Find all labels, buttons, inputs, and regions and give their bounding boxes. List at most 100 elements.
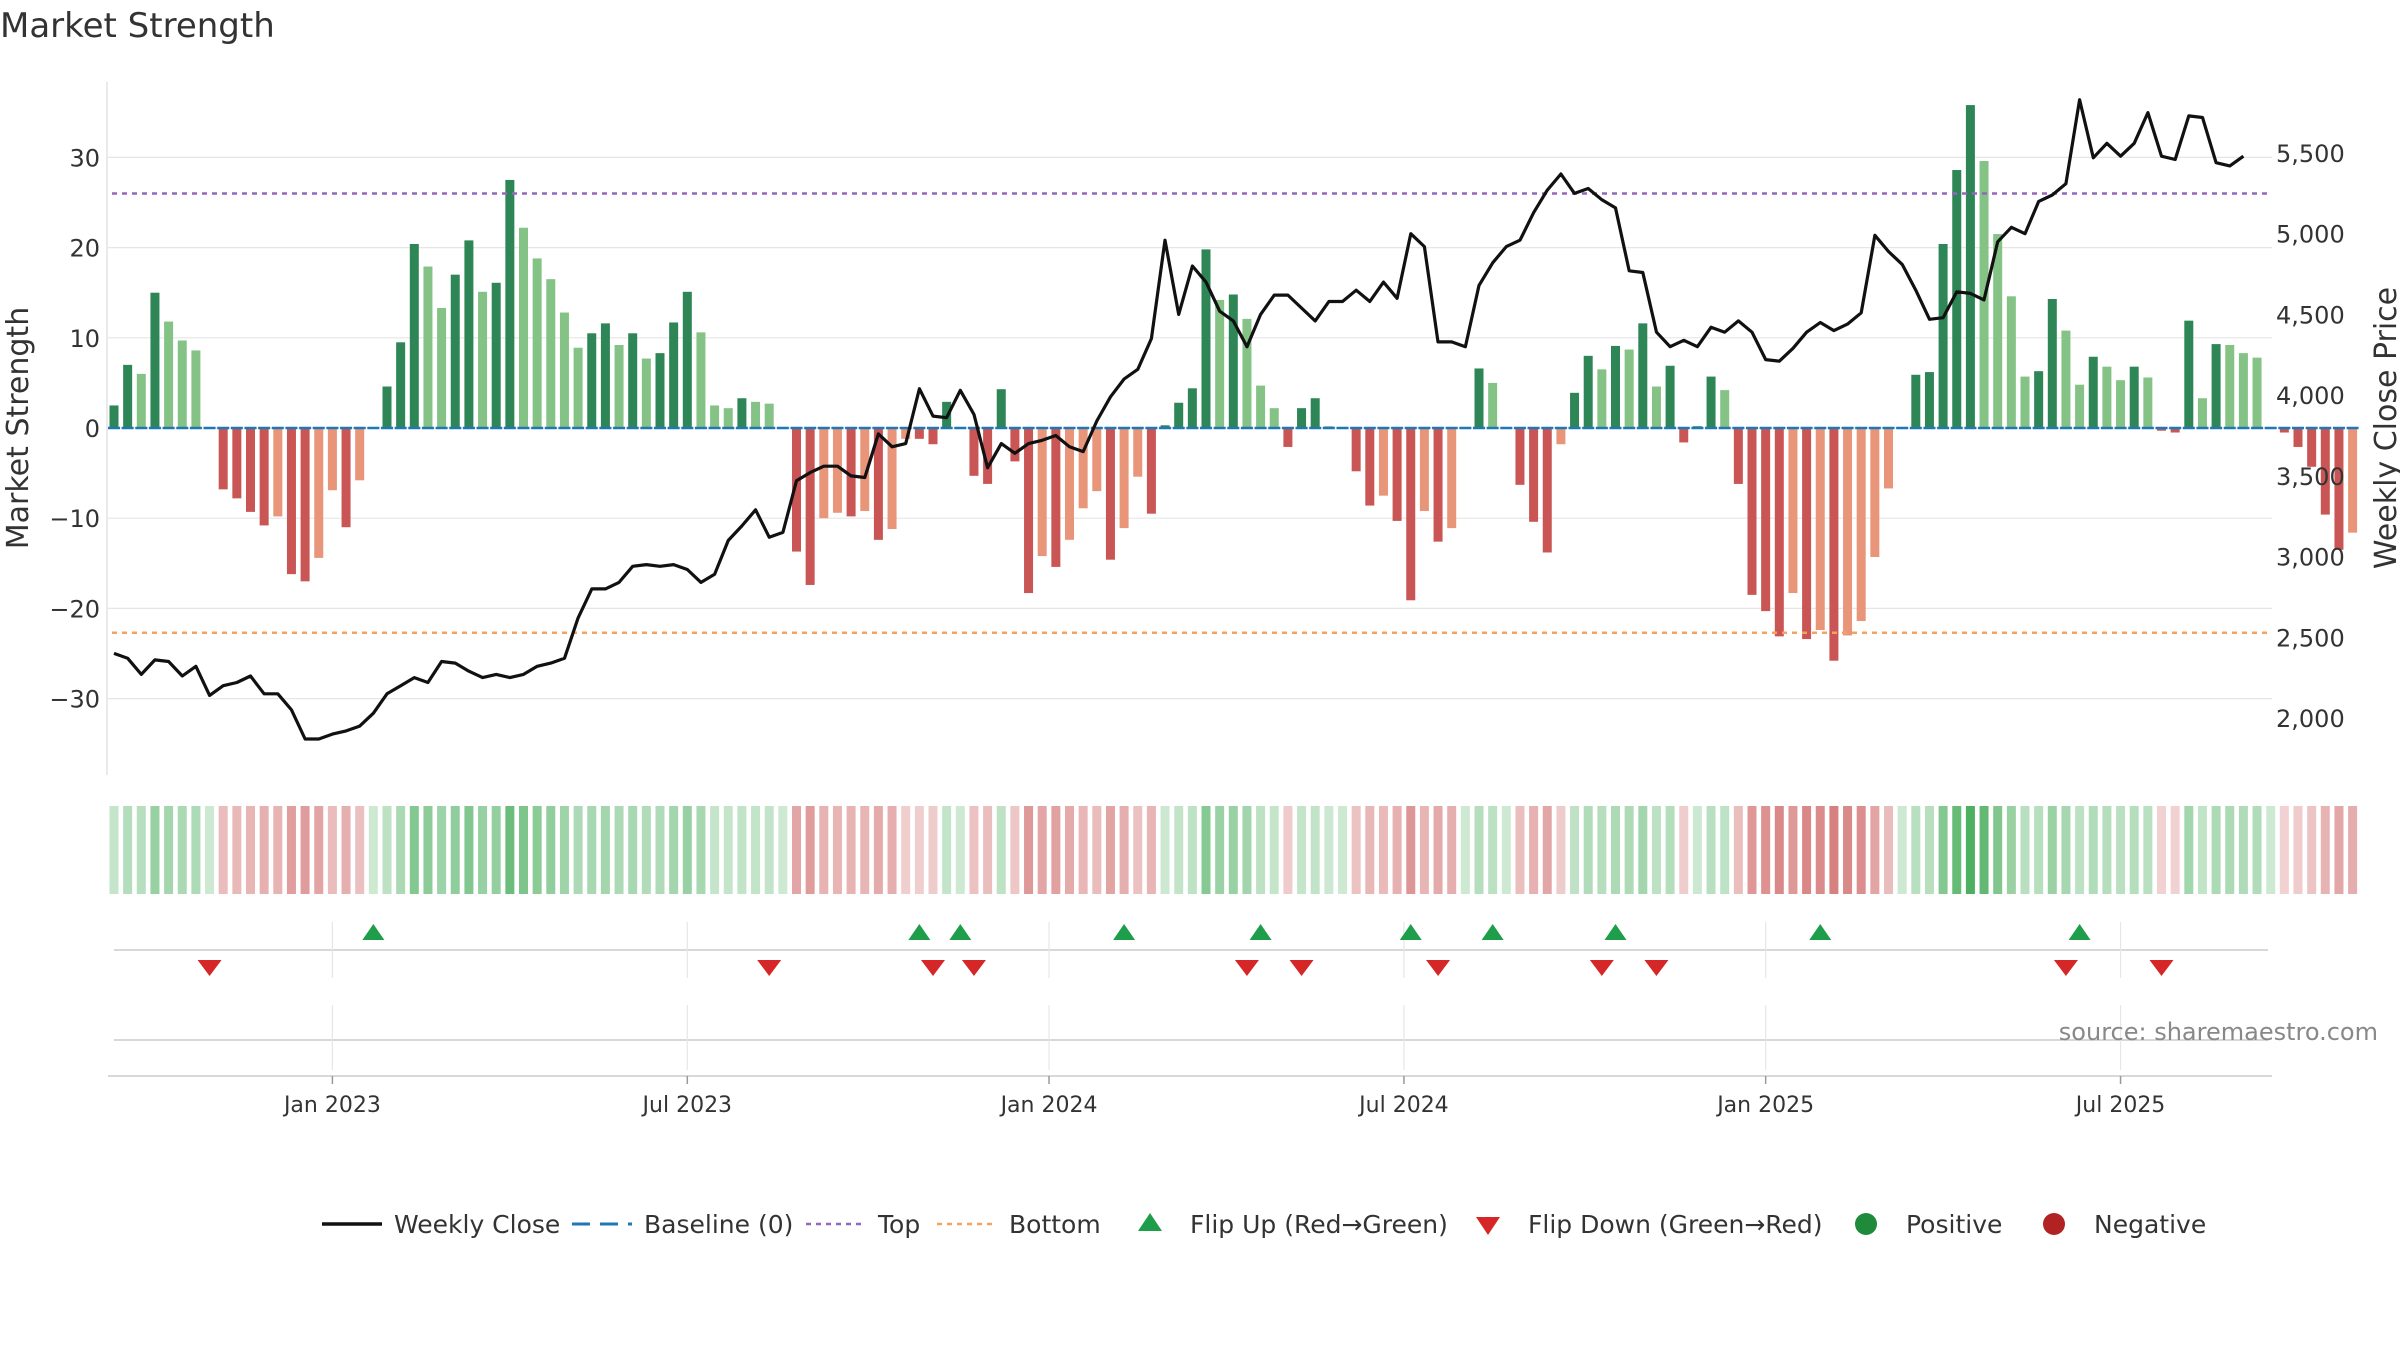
heat-cell xyxy=(1679,806,1689,894)
strength-bar xyxy=(1351,428,1361,472)
x-axis: Jan 2023 Jul 2023 Jan 2024 Jul 2024 Jan 2025… xyxy=(108,1075,2272,1118)
strength-bar xyxy=(1092,428,1102,492)
heat-cell xyxy=(2088,806,2098,894)
strength-bar xyxy=(655,353,665,428)
strength-bar xyxy=(1720,390,1730,428)
heat-cell xyxy=(232,806,242,894)
heat-cell xyxy=(1611,806,1620,894)
heat-cell xyxy=(1365,806,1375,894)
strength-bar xyxy=(1187,388,1197,428)
heat-cell xyxy=(1201,806,1211,894)
heat-cell xyxy=(1269,806,1279,894)
strength-bar xyxy=(1556,428,1566,445)
strength-bar xyxy=(2238,353,2248,428)
y-tick-label: 30 xyxy=(69,144,100,172)
heat-cell xyxy=(928,806,938,894)
strength-bar xyxy=(191,350,201,428)
weekly-close-line xyxy=(113,98,2245,741)
strength-bar xyxy=(614,345,624,428)
strength-bar xyxy=(1488,382,1498,428)
strength-bar xyxy=(1228,294,1238,428)
strength-bar xyxy=(2334,428,2344,550)
heat-cell xyxy=(819,806,829,894)
strength-bar xyxy=(710,405,720,428)
heat-cell xyxy=(1952,806,1962,894)
heat-cell xyxy=(1583,806,1593,894)
heat-cell xyxy=(1856,806,1866,894)
strength-bar xyxy=(1843,428,1853,636)
strength-bar xyxy=(1010,428,1020,462)
strength-bar xyxy=(1242,318,1252,428)
strength-bar xyxy=(805,428,815,585)
strength-bar xyxy=(600,323,610,428)
strength-bar xyxy=(559,312,569,428)
strength-bar xyxy=(2116,380,2126,428)
heat-cell xyxy=(218,806,228,894)
strength-bar xyxy=(177,340,187,428)
heat-cell xyxy=(341,806,351,894)
strength-bar xyxy=(792,428,801,552)
heat-cell xyxy=(1187,806,1197,894)
strength-bar xyxy=(1624,349,1634,428)
heat-cell xyxy=(2197,806,2207,894)
strength-bar xyxy=(2143,377,2153,428)
flip-down-marker xyxy=(197,960,222,976)
heat-cell xyxy=(600,806,610,894)
heat-cell xyxy=(1406,806,1416,894)
heat-cell xyxy=(2184,806,2194,894)
strength-bar xyxy=(136,373,146,428)
legend-label: Flip Down (Green→Red) xyxy=(1528,1210,1823,1239)
heat-cell xyxy=(368,806,378,894)
strength-bar xyxy=(2088,356,2098,428)
flip-up-marker xyxy=(2068,924,2091,940)
strength-bar xyxy=(1201,249,1211,428)
strength-bar xyxy=(996,389,1006,428)
bar-layer xyxy=(109,105,2358,661)
strength-bar xyxy=(355,428,365,481)
heat-cell xyxy=(1761,806,1771,894)
heat-cell xyxy=(2211,806,2221,894)
y2-tick-label: 3,000 xyxy=(2276,544,2345,572)
heat-cell xyxy=(1024,806,1034,894)
heat-cell xyxy=(1515,806,1525,894)
heat-cell xyxy=(1283,806,1293,894)
flip-markers-panel xyxy=(114,922,2268,1070)
strength-bar xyxy=(382,386,392,428)
strength-bar xyxy=(2129,366,2139,428)
strength-bar xyxy=(2184,320,2194,428)
heat-cell xyxy=(1924,806,1934,894)
heat-cell xyxy=(655,806,665,894)
legend-swatch xyxy=(1138,1213,1162,1231)
heat-cell xyxy=(901,806,911,894)
strength-bar xyxy=(2006,296,2016,428)
heat-cell xyxy=(2279,806,2289,894)
flip-down-marker xyxy=(961,960,986,976)
strength-bar xyxy=(1884,428,1893,489)
strength-bar xyxy=(1993,234,2003,428)
strength-bar xyxy=(1133,428,1143,477)
heat-cell xyxy=(519,806,528,894)
strength-bar xyxy=(2157,428,2166,431)
strength-bar xyxy=(1829,428,1839,661)
strength-bar xyxy=(1146,428,1156,514)
heat-cell xyxy=(710,806,720,894)
flip-up-marker xyxy=(949,924,972,940)
strength-bar xyxy=(1856,428,1866,622)
strength-bar xyxy=(1924,372,1934,428)
flip-down-marker xyxy=(1234,960,1259,976)
heat-cell xyxy=(246,806,255,894)
strength-bar xyxy=(1283,428,1293,447)
heat-cell xyxy=(2307,806,2317,894)
heat-cell xyxy=(2129,806,2139,894)
heat-cell xyxy=(1651,806,1661,894)
strength-bar xyxy=(1638,323,1648,428)
y2-tick-label: 3,500 xyxy=(2276,463,2345,491)
line-layer xyxy=(108,98,2359,741)
heat-cell xyxy=(1174,806,1184,894)
y2-tick-label: 5,500 xyxy=(2276,140,2345,168)
heat-cell xyxy=(1720,806,1730,894)
heat-cell xyxy=(696,806,706,894)
strength-bar xyxy=(164,321,174,428)
strength-bar xyxy=(1419,428,1429,511)
